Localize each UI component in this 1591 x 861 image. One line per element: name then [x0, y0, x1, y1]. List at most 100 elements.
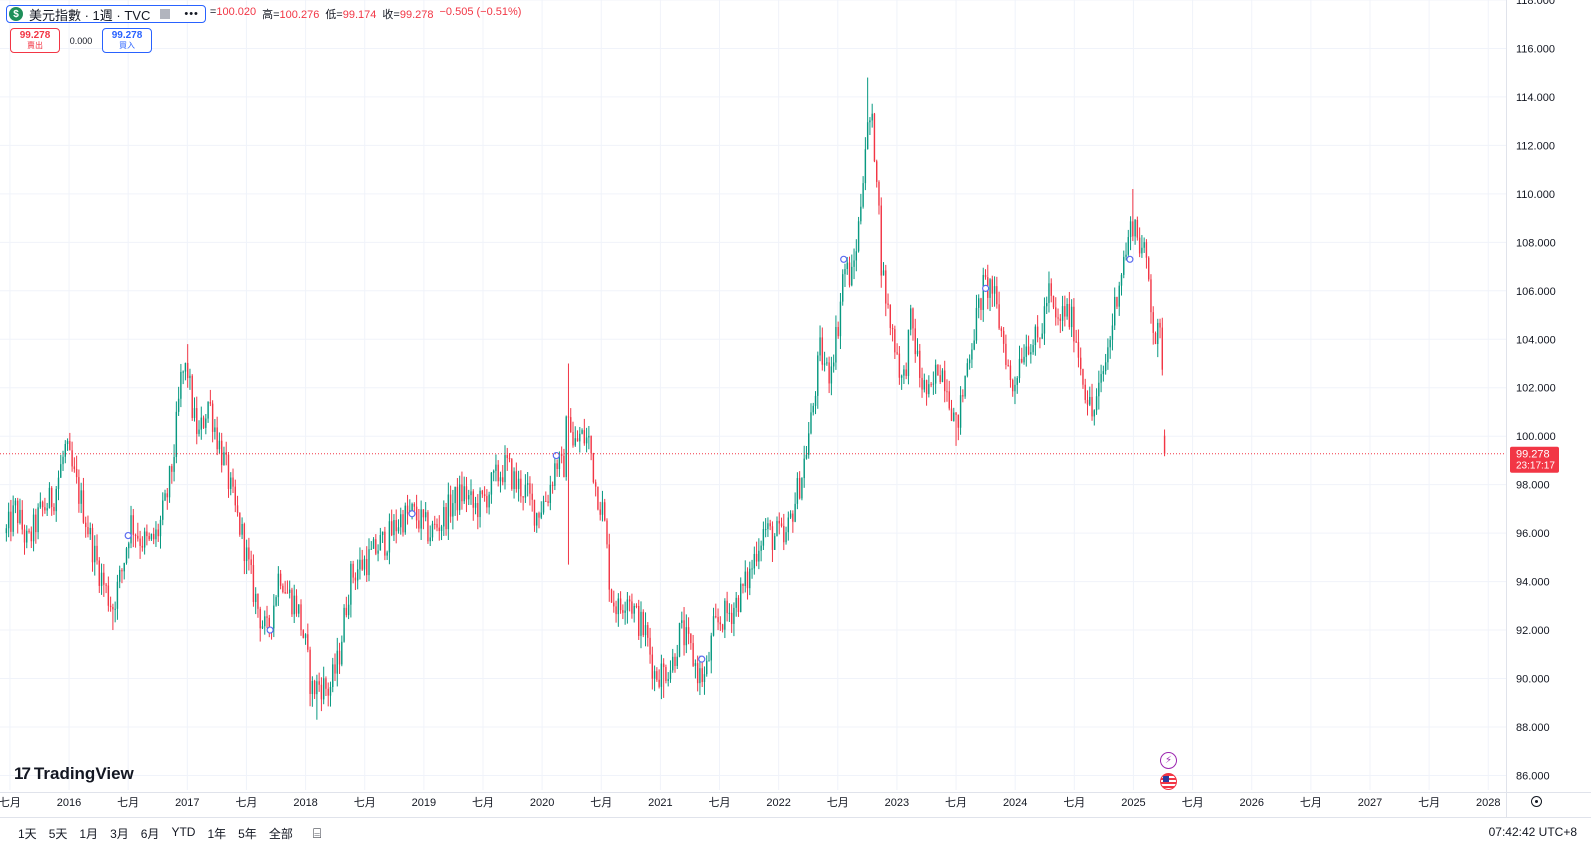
candle-body — [189, 375, 191, 379]
candle-body — [1141, 247, 1143, 254]
candle-body — [37, 507, 39, 533]
range-button[interactable]: 1天 — [18, 826, 37, 841]
flag-icon[interactable] — [160, 9, 171, 19]
y-tick-label: 96.000 — [1516, 528, 1550, 540]
range-button[interactable]: 5年 — [238, 826, 257, 841]
candle-body — [356, 569, 359, 581]
range-button[interactable]: 1年 — [207, 826, 227, 841]
candle-body — [1002, 330, 1005, 344]
ohlc-key: = — [209, 6, 217, 18]
dividend-marker[interactable] — [840, 255, 848, 263]
candle-body — [737, 597, 740, 613]
x-tick-label: 2024 — [1003, 797, 1027, 809]
candle-body — [619, 598, 622, 611]
last-price-label: 99.278 — [1516, 449, 1550, 461]
candle-body — [436, 523, 438, 528]
x-tick-label: 2021 — [648, 797, 672, 809]
candle-body — [524, 484, 527, 498]
candle-body — [288, 589, 291, 593]
range-buttons: 1天 5天 1月 3月 6月 YTD 1年 5年 全部 — [0, 825, 295, 842]
candle-body — [1039, 337, 1041, 339]
ohlc-item: 收=99.278 — [382, 6, 433, 22]
candle-body — [889, 304, 892, 328]
range-button[interactable]: YTD — [171, 824, 196, 839]
candle-body — [465, 486, 468, 500]
candle-body — [536, 513, 538, 526]
range-button[interactable]: 6月 — [140, 826, 160, 841]
candle-body — [345, 607, 348, 616]
candle-body — [560, 453, 563, 456]
candle-body — [1027, 346, 1030, 355]
candle-body — [125, 548, 128, 563]
candle-body — [694, 663, 697, 666]
dividend-marker[interactable] — [124, 531, 132, 540]
ohlc-value: 99.278 — [399, 9, 434, 21]
sell-button[interactable]: 99.278 賣出 — [10, 28, 60, 53]
candle-body — [35, 514, 37, 533]
candle-body — [50, 487, 53, 507]
dividend-marker[interactable] — [982, 284, 990, 292]
dividend-marker[interactable] — [698, 655, 706, 663]
candle-body — [1041, 333, 1043, 339]
candle-body — [96, 545, 98, 561]
x-tick-label: 七月 — [590, 796, 612, 809]
range-button[interactable]: 1月 — [79, 826, 99, 841]
candle-body — [137, 535, 139, 539]
date-range-icon[interactable]: ⌸ — [312, 824, 322, 841]
candle-body — [146, 531, 148, 537]
candle-body — [458, 484, 461, 511]
candle-body — [690, 633, 692, 644]
candle-body — [182, 371, 184, 373]
candle-body — [143, 531, 146, 548]
candle-body — [760, 545, 762, 551]
candle-body — [594, 482, 597, 487]
candle-body — [474, 503, 477, 508]
candle-body — [300, 604, 302, 631]
range-button[interactable]: 5天 — [48, 826, 68, 841]
candle-body — [733, 607, 735, 624]
candle-body — [851, 266, 853, 286]
candle-body — [21, 509, 23, 530]
candle-body — [959, 395, 962, 428]
buy-button[interactable]: 99.278 買入 — [102, 28, 152, 53]
x-tick-label: 七月 — [1182, 796, 1204, 809]
candle-body — [468, 495, 470, 500]
candle-body — [699, 668, 701, 684]
dividend-marker[interactable] — [408, 510, 416, 518]
candle-body — [1104, 362, 1107, 372]
range-button[interactable]: 全部 — [268, 826, 293, 841]
dividend-marker[interactable] — [1126, 255, 1134, 263]
candle-body — [971, 349, 973, 360]
candle-body — [173, 456, 175, 472]
candle-body — [1021, 358, 1023, 363]
candle-body — [520, 478, 522, 497]
candle-body — [599, 509, 601, 515]
candle-body — [1109, 339, 1111, 348]
ohlc-key: 高= — [262, 9, 280, 21]
candle-body — [132, 515, 134, 535]
candle-body — [832, 362, 835, 367]
candle-body — [1064, 306, 1066, 317]
ohlc-item: 高=100.276 — [262, 6, 319, 22]
candle-body — [318, 681, 320, 685]
us-flag-event-icon[interactable] — [1160, 773, 1177, 790]
axis-settings-icon[interactable] — [1531, 796, 1542, 807]
clock[interactable]: 07:42:42 UTC+8 — [1488, 825, 1577, 839]
candle-body — [1154, 332, 1157, 345]
candle-body — [796, 478, 799, 504]
flash-event-icon[interactable]: ⚡ — [1160, 752, 1177, 769]
candle-body — [87, 527, 89, 535]
candle-body — [227, 454, 230, 489]
dividend-marker[interactable] — [552, 451, 560, 460]
candle-body — [887, 303, 889, 305]
candle-body — [885, 270, 887, 304]
candle-body — [1150, 279, 1152, 313]
range-button[interactable]: 3月 — [110, 826, 129, 841]
candle-body — [955, 412, 957, 415]
dividend-marker[interactable] — [266, 626, 274, 634]
more-options-icon[interactable]: ••• — [184, 8, 199, 20]
symbol-selector[interactable]: $ 美元指數 · 1週 · TVC ••• — [6, 5, 206, 23]
tradingview-logo[interactable]: 17 TradingView — [14, 764, 134, 784]
candle-body — [903, 369, 905, 376]
